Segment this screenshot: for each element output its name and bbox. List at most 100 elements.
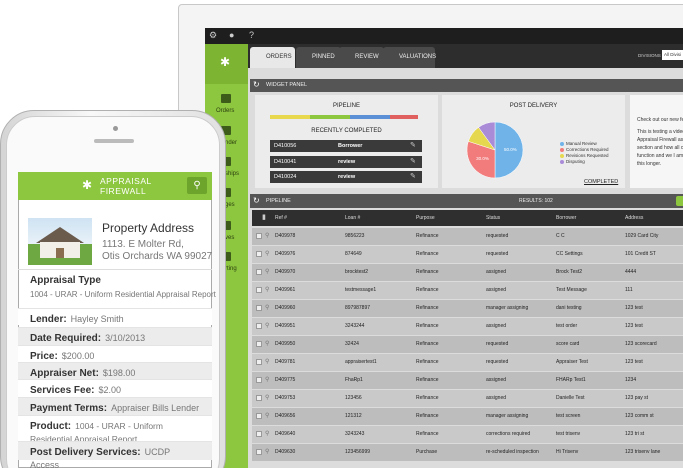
table-cell: 123456 bbox=[345, 395, 362, 401]
table-cell: 123 test bbox=[625, 305, 643, 311]
table-cell: D409753 bbox=[275, 395, 296, 401]
field-row: Post Delivery Services: UCDP Access bbox=[18, 441, 212, 468]
tab[interactable]: VALUATIONS bbox=[383, 47, 436, 68]
row-checkbox[interactable] bbox=[256, 323, 262, 329]
table-cell: 3243243 bbox=[345, 431, 365, 437]
field-value: 1004 - URAR - Uniform Residential Apprai… bbox=[30, 421, 163, 444]
table-cell: D409630 bbox=[275, 449, 296, 455]
row-pin: ⚲ bbox=[265, 269, 270, 275]
table-row[interactable] bbox=[252, 390, 683, 407]
attach-icon: ✎ bbox=[410, 157, 416, 165]
news-line: This is testing a video bbox=[637, 129, 683, 135]
camera bbox=[113, 126, 118, 131]
progress-segment bbox=[310, 115, 350, 119]
row-checkbox[interactable] bbox=[256, 449, 262, 455]
row-checkbox[interactable] bbox=[256, 305, 262, 311]
table-row[interactable] bbox=[252, 246, 683, 263]
divisions-select[interactable]: All Divisi bbox=[662, 50, 683, 60]
recent-status: Borrower bbox=[338, 143, 363, 149]
table-cell: 123 comm st bbox=[625, 413, 654, 419]
row-checkbox[interactable] bbox=[256, 359, 262, 365]
table-cell: D409656 bbox=[275, 413, 296, 419]
column-header: Purpose bbox=[416, 215, 435, 221]
table-cell: assigned bbox=[486, 395, 507, 401]
table-cell: Brock Test2 bbox=[556, 269, 583, 275]
row-checkbox[interactable] bbox=[256, 341, 262, 347]
news-line: Check out our new fea bbox=[637, 117, 683, 123]
tab[interactable]: ORDERS bbox=[250, 47, 295, 68]
sidebar-item[interactable]: ves bbox=[225, 235, 235, 241]
attach-icon: ✎ bbox=[410, 173, 416, 180]
column-header: Ref # bbox=[275, 215, 287, 221]
sidebar-item[interactable]: ships bbox=[225, 171, 240, 177]
table-cell: D409961 bbox=[275, 287, 296, 293]
row-pin: ⚲ bbox=[265, 341, 270, 347]
table-cell: 123 tri st bbox=[625, 431, 645, 437]
table-cell: D409951 bbox=[275, 323, 296, 329]
table-row[interactable] bbox=[252, 372, 683, 389]
table-cell: 9856223 bbox=[345, 233, 365, 239]
row-checkbox[interactable] bbox=[256, 413, 262, 419]
table-cell: 1029 Card City bbox=[625, 233, 659, 239]
table-cell: requested bbox=[486, 251, 509, 257]
search-button[interactable]: ⚲ bbox=[187, 177, 207, 194]
row-checkbox[interactable] bbox=[256, 377, 262, 383]
sidebar-item[interactable]: ges bbox=[225, 202, 235, 208]
recent-row[interactable] bbox=[270, 171, 422, 183]
toolbar-icon: ? bbox=[249, 30, 255, 40]
table-row[interactable] bbox=[252, 264, 683, 281]
tab[interactable]: PINNED bbox=[296, 47, 341, 68]
table-row[interactable] bbox=[252, 300, 683, 317]
row-checkbox[interactable] bbox=[256, 287, 262, 293]
field-label: Date Required: bbox=[30, 333, 102, 344]
sidebar-item[interactable]: Orders bbox=[216, 108, 235, 114]
field-value: 3/10/2013 bbox=[105, 333, 146, 343]
recent-row[interactable] bbox=[270, 155, 422, 168]
field-value: Hayley Smith bbox=[70, 314, 124, 324]
sidebar-icon bbox=[221, 252, 231, 261]
table-row[interactable] bbox=[252, 318, 683, 335]
sidebar-icon bbox=[221, 221, 231, 230]
row-checkbox[interactable] bbox=[256, 269, 262, 275]
row-pin: ⚲ bbox=[265, 305, 270, 311]
field-row: Date Required: 3/10/2013 bbox=[18, 327, 212, 345]
recent-status: review bbox=[338, 174, 356, 180]
row-checkbox[interactable] bbox=[256, 395, 262, 401]
row-checkbox[interactable] bbox=[256, 251, 262, 257]
table-row[interactable] bbox=[252, 282, 683, 299]
slice-label: 50.0% bbox=[504, 147, 517, 152]
table-cell: D409976 bbox=[275, 251, 296, 257]
row-checkbox[interactable] bbox=[256, 431, 262, 437]
pipeline-widget-title: PIPELINE bbox=[332, 103, 360, 109]
field-label: Appraiser Net: bbox=[30, 368, 99, 379]
field-row: Appraiser Net: $198.00 bbox=[18, 362, 212, 379]
table-row[interactable] bbox=[252, 426, 683, 443]
tab[interactable]: REVIEW bbox=[339, 47, 384, 68]
table-row[interactable] bbox=[252, 444, 683, 461]
table-cell: testmessage1 bbox=[345, 287, 377, 293]
table-cell: Hi Trisenv bbox=[556, 449, 579, 455]
sidebar-item[interactable]: rting bbox=[225, 266, 237, 272]
completed-link[interactable]: COMPLETED bbox=[584, 179, 619, 185]
table-row[interactable] bbox=[252, 336, 683, 353]
row-pin: ⚲ bbox=[265, 395, 270, 401]
table-cell: Refinance bbox=[416, 395, 439, 401]
table-cell: requested bbox=[486, 233, 509, 239]
logo-icon: ✱ bbox=[82, 178, 93, 192]
row-pin: ⚲ bbox=[265, 323, 270, 329]
table-row[interactable] bbox=[252, 228, 683, 245]
add-button bbox=[676, 196, 683, 206]
progress-segment bbox=[350, 115, 390, 119]
recent-row[interactable] bbox=[270, 140, 422, 152]
table-row[interactable] bbox=[252, 408, 683, 425]
table-cell: 123 pay st bbox=[625, 395, 649, 401]
sidebar-item[interactable]: nder bbox=[225, 140, 238, 146]
column-header: Status bbox=[486, 215, 501, 221]
pipeline-icon: ↻ bbox=[253, 196, 260, 205]
table-cell: Refinance bbox=[416, 269, 439, 275]
row-checkbox[interactable] bbox=[256, 233, 262, 239]
row-pin: ⚲ bbox=[265, 233, 270, 239]
table-row[interactable] bbox=[252, 354, 683, 371]
table-cell: brocktest2 bbox=[345, 269, 369, 275]
news-line: function and we I am bbox=[637, 153, 683, 159]
